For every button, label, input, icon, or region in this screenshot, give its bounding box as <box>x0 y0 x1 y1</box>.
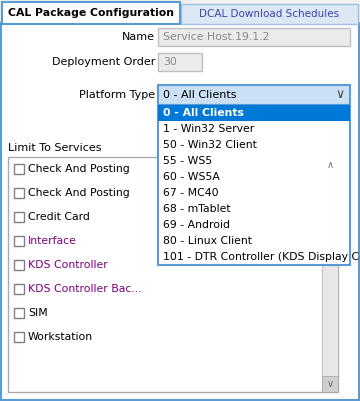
Bar <box>14 188 24 198</box>
Bar <box>14 284 24 294</box>
Text: Interface: Interface <box>28 236 77 246</box>
Bar <box>8 157 338 392</box>
Text: KDS Controller: KDS Controller <box>28 260 108 270</box>
Text: CAL Package Configuration: CAL Package Configuration <box>8 8 174 18</box>
Bar <box>322 157 338 392</box>
Text: Check And Posting: Check And Posting <box>28 188 130 198</box>
Text: ∨: ∨ <box>336 89 345 101</box>
Bar <box>158 53 202 71</box>
Bar <box>14 308 24 318</box>
Text: 0 - All Clients: 0 - All Clients <box>163 90 237 100</box>
Bar <box>322 376 338 392</box>
Text: 1 - Win32 Server: 1 - Win32 Server <box>163 124 254 134</box>
Text: 69 - Android: 69 - Android <box>163 220 230 230</box>
Text: 60 - WS5A: 60 - WS5A <box>163 172 220 182</box>
Bar <box>158 105 350 121</box>
Bar <box>181 4 358 24</box>
Bar <box>14 236 24 246</box>
Bar <box>14 212 24 222</box>
Bar <box>158 85 350 105</box>
Text: ∧: ∧ <box>327 160 334 170</box>
Text: Platform Type: Platform Type <box>79 90 155 100</box>
Text: ∨: ∨ <box>327 379 334 389</box>
Bar <box>14 332 24 342</box>
Bar <box>158 105 350 265</box>
Text: 67 - MC40: 67 - MC40 <box>163 188 219 198</box>
Bar <box>322 157 338 173</box>
Text: 68 - mTablet: 68 - mTablet <box>163 204 231 214</box>
Text: 55 - WS5: 55 - WS5 <box>163 156 212 166</box>
Text: 0 - All Clients: 0 - All Clients <box>163 108 244 118</box>
Text: Limit To Services: Limit To Services <box>8 143 102 153</box>
Text: DCAL Download Schedules: DCAL Download Schedules <box>199 9 339 19</box>
Bar <box>14 260 24 270</box>
Text: Deployment Order: Deployment Order <box>51 57 155 67</box>
Bar <box>158 28 350 46</box>
Bar <box>2 2 180 24</box>
Text: 80 - Linux Client: 80 - Linux Client <box>163 236 252 246</box>
Text: 30: 30 <box>163 57 177 67</box>
Text: KDS Controller Bac...: KDS Controller Bac... <box>28 284 141 294</box>
Bar <box>14 164 24 174</box>
Text: Name: Name <box>122 32 155 42</box>
Text: SIM: SIM <box>28 308 48 318</box>
Text: Workstation: Workstation <box>28 332 93 342</box>
Text: Service Host.19.1.2: Service Host.19.1.2 <box>163 32 269 42</box>
Text: 101 - DTR Controller (KDS Display Controller): 101 - DTR Controller (KDS Display Contro… <box>163 252 360 262</box>
Text: Check And Posting: Check And Posting <box>28 164 130 174</box>
Text: Credit Card: Credit Card <box>28 212 90 222</box>
Text: 50 - Win32 Client: 50 - Win32 Client <box>163 140 257 150</box>
